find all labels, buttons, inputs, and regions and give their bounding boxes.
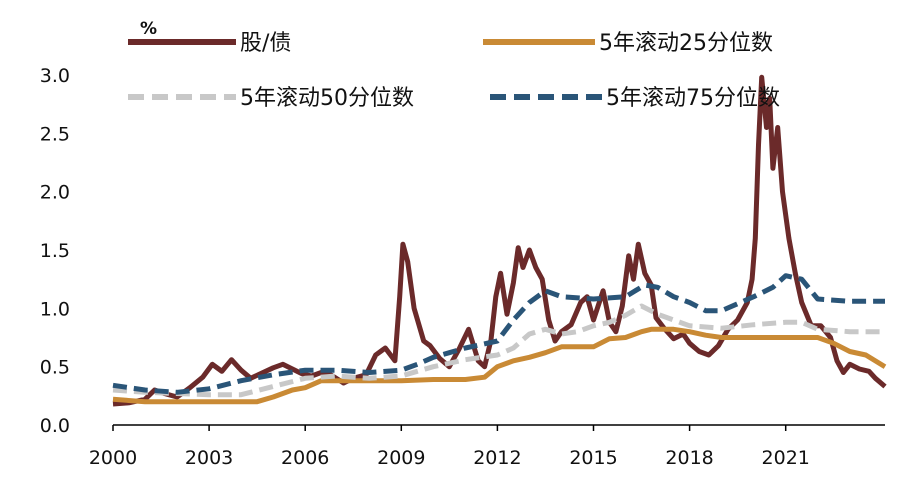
unit-label: % <box>140 19 157 39</box>
y-tick-label: 3.0 <box>40 65 70 87</box>
plot-lines <box>112 74 887 407</box>
series-4-legend-label: 5年滚动75分位数 <box>606 86 780 111</box>
series-3-legend-label: 5年滚动50分位数 <box>240 86 414 111</box>
x-tick-label: 2006 <box>281 447 329 469</box>
legend: 股/债 5年滚动25分位数 5年滚动50分位数 5年滚动75分位数 <box>128 31 780 111</box>
series-2-line <box>112 326 887 405</box>
series-3-line <box>112 303 885 398</box>
x-tick-label: 2012 <box>473 447 521 469</box>
x-axis-ticks: 2000 2003 2006 2009 2012 2015 2018 2021 <box>89 425 810 469</box>
y-tick-label: 1.5 <box>40 240 70 262</box>
y-tick-label: 0.0 <box>40 415 70 437</box>
x-tick-label: 2021 <box>762 447 810 469</box>
x-tick-label: 2009 <box>377 447 425 469</box>
y-tick-label: 2.0 <box>40 182 70 204</box>
axes: 2000 2003 2006 2009 2012 2015 2018 2021 0.0 0.5 1… <box>40 65 885 469</box>
series-4-line <box>112 273 885 395</box>
x-tick-label: 2015 <box>569 447 617 469</box>
y-tick-label: 2.5 <box>40 123 70 145</box>
series-1-line <box>112 74 887 407</box>
x-tick-label: 2018 <box>665 447 713 469</box>
series-2-legend-label: 5年滚动25分位数 <box>599 31 773 56</box>
series-1-legend-label: 股/债 <box>240 31 291 56</box>
x-tick-label: 2000 <box>89 447 137 469</box>
y-tick-label: 1.0 <box>40 298 70 320</box>
x-tick-label: 2003 <box>185 447 233 469</box>
y-axis-ticks: 0.0 0.5 1.0 1.5 2.0 2.5 3.0 <box>40 65 70 437</box>
y-tick-label: 0.5 <box>40 357 70 379</box>
